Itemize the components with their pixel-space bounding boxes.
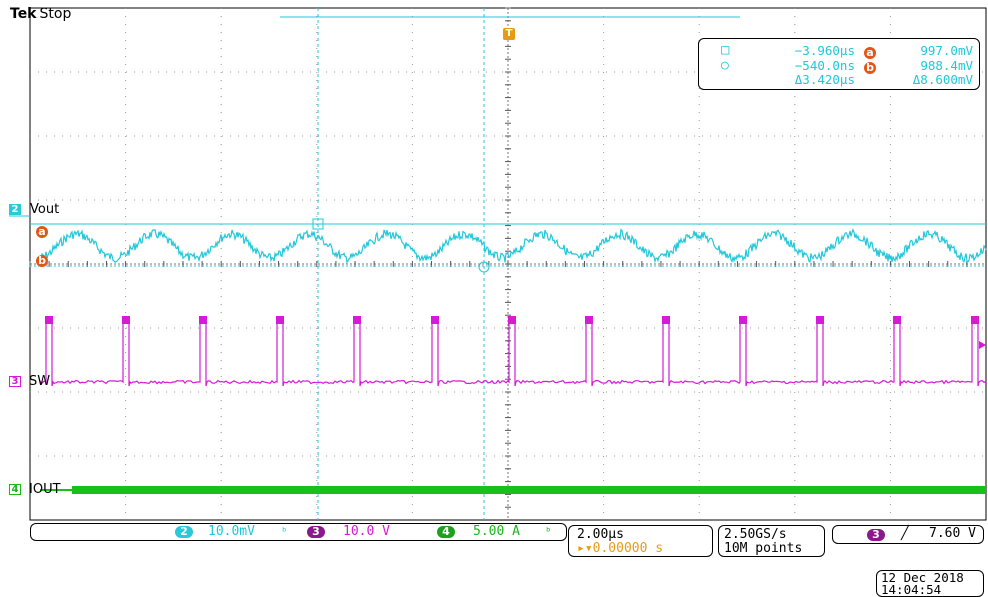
trigger-position-icon[interactable]: T	[503, 28, 515, 40]
horizontal-scale: 2.00µs	[577, 527, 624, 542]
trigger-source-badge: 3	[867, 529, 885, 541]
cursor-circle-icon: ○	[721, 58, 729, 73]
datetime-readout: 12 Dec 2018 14:04:54	[876, 570, 984, 597]
ch4-scale[interactable]: 5.00 A	[473, 524, 520, 539]
vertical-settings-bar: 2 10.0mV ᵇ 3 10.0 V 4 5.00 A ᵇ	[30, 523, 567, 541]
brand-label: Tek	[10, 6, 37, 22]
sw-pulse-cap	[739, 316, 747, 324]
sw-pulse-cap	[122, 316, 130, 324]
ch3-marker-icon[interactable]: 3	[9, 376, 21, 387]
horizontal-readout[interactable]: 2.00µs ▸▾0.00000 s	[568, 525, 713, 557]
sw-pulse-cap	[585, 316, 593, 324]
ch4-label: IOUT	[29, 482, 61, 497]
sw-pulse-cap	[816, 316, 824, 324]
cursor-b-level-marker[interactable]: b	[36, 255, 48, 267]
record-length: 10M points	[724, 541, 803, 556]
date-label: 12 Dec 2018	[881, 570, 964, 585]
ch3-label: SW	[29, 374, 51, 389]
vout-trace	[39, 228, 987, 264]
cursor-v2: 988.4mV	[920, 58, 973, 73]
cursor-t2: −540.0ns	[794, 58, 855, 73]
trigger-level: 7.60 V	[929, 526, 976, 541]
sw-pulse-cap	[971, 316, 979, 324]
sw-pulse-cap	[45, 316, 53, 324]
sw-pulse-cap	[353, 316, 361, 324]
ch4-bw-limit-icon: ᵇ	[545, 525, 552, 538]
trigger-slope-icon: ╱	[901, 526, 909, 541]
cursor-readout[interactable]: □ ○ −3.960µs −540.0ns Δ3.420µs a b 997.0…	[698, 38, 980, 90]
acquisition-readout[interactable]: 2.50GS/s 10M points	[718, 525, 825, 557]
sample-rate: 2.50GS/s	[724, 527, 787, 542]
cursor-a-marker: a	[864, 47, 876, 59]
sw-trace	[39, 319, 987, 387]
sw-pulse-cap	[893, 316, 901, 324]
ch2-bw-limit-icon: ᵇ	[281, 525, 288, 538]
ch2-badge[interactable]: 2	[175, 526, 193, 538]
ch2-scale[interactable]: 10.0mV	[208, 524, 255, 539]
status-header: Tek Stop	[10, 6, 71, 22]
cursor-b-marker: b	[864, 62, 876, 74]
acquisition-state: Stop	[39, 6, 72, 22]
iout-trace	[72, 486, 986, 494]
sw-pulse-cap	[276, 316, 284, 324]
sw-pulse-cap	[508, 316, 516, 324]
cursor-delta-t: Δ3.420µs	[794, 72, 855, 87]
time-label: 14:04:54	[881, 582, 942, 597]
cursor-v1: 997.0mV	[920, 43, 973, 58]
cursor-square-marker	[312, 218, 324, 230]
cursor-a-level-marker[interactable]: a	[36, 226, 48, 238]
trigger-readout[interactable]: 3 ╱ 7.60 V	[832, 525, 984, 544]
trigger-level-arrow	[979, 341, 986, 349]
sw-pulse-cap	[662, 316, 670, 324]
ch3-scale[interactable]: 10.0 V	[343, 524, 390, 539]
sw-pulse-cap	[199, 316, 207, 324]
ch4-badge[interactable]: 4	[437, 526, 455, 538]
cursor-circle-marker	[478, 261, 490, 273]
cursor-square-icon: □	[721, 42, 730, 58]
ch4-marker-icon[interactable]: 4	[9, 484, 21, 495]
cursor-t1: −3.960µs	[794, 43, 855, 58]
horizontal-position: ▸▾0.00000 s	[577, 541, 664, 556]
sw-pulse-cap	[431, 316, 439, 324]
cursor-delta-v: Δ8.600mV	[912, 72, 973, 87]
ch3-badge[interactable]: 3	[307, 526, 325, 538]
ch2-marker-icon[interactable]: 2	[9, 204, 21, 215]
ch2-label: Vout	[30, 202, 60, 217]
